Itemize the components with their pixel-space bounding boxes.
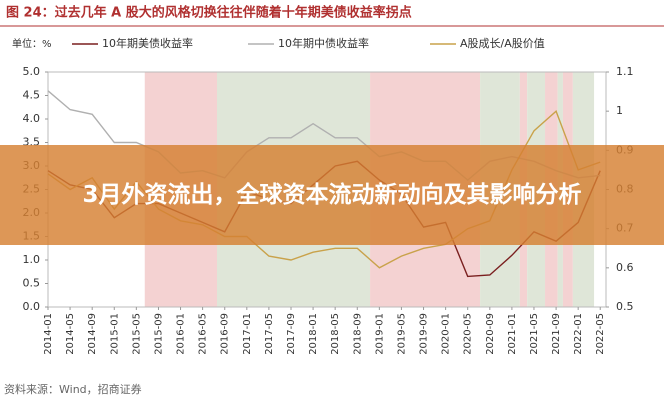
x-tick-label: 2014-01 — [43, 313, 54, 355]
y-tick-label: 1.0 — [23, 253, 41, 266]
y2-tick-label: 1 — [616, 104, 623, 117]
legend-label: A股成长/A股价值 — [460, 37, 545, 50]
x-tick-label: 2020-01 — [441, 313, 452, 355]
x-tick-label: 2021-01 — [507, 313, 518, 355]
x-tick-label: 2019-05 — [396, 313, 407, 355]
x-tick-label: 2017-01 — [242, 313, 253, 355]
x-tick-label: 2018-01 — [308, 313, 319, 355]
x-tick-label: 2014-09 — [87, 313, 98, 355]
x-tick-label: 2020-09 — [485, 313, 496, 355]
banner-title: 3月外资流出，全球资本流动新动向及其影响分析 — [82, 181, 582, 208]
x-tick-label: 2016-05 — [198, 313, 209, 355]
banner: 3月外资流出，全球资本流动新动向及其影响分析 — [0, 145, 664, 245]
chart-title: 图 24：过去几年 A 股大的风格切换往往伴随着十年期美债收益率拐点 — [6, 5, 412, 21]
source-note: 资料来源：Wind，招商证券 — [4, 382, 142, 396]
x-tick-label: 2019-01 — [374, 313, 385, 355]
x-tick-label: 2015-05 — [131, 313, 142, 355]
y-tick-label: 5.0 — [23, 65, 41, 78]
x-tick-label: 2017-09 — [286, 313, 297, 355]
legend-label: 10年期中债收益率 — [278, 36, 369, 50]
y2-tick-label: 1.1 — [616, 65, 634, 78]
x-tick-label: 2018-05 — [330, 313, 341, 355]
x-tick-label: 2015-01 — [109, 313, 120, 355]
y-tick-label: 4.0 — [23, 112, 41, 125]
x-tick-label: 2022-05 — [595, 313, 606, 355]
legend-label: 10年期美债收益率 — [102, 36, 193, 50]
x-tick-label: 2014-05 — [65, 313, 76, 355]
x-tick-label: 2021-09 — [551, 313, 562, 355]
x-tick-label: 2015-09 — [153, 313, 164, 355]
x-tick-label: 2019-09 — [419, 313, 430, 355]
y-tick-label: 4.5 — [23, 89, 41, 102]
x-tick-label: 2022-01 — [573, 313, 584, 355]
x-tick-label: 2016-09 — [220, 313, 231, 355]
x-tick-label: 2020-05 — [463, 313, 474, 355]
y-tick-label: 0.5 — [23, 277, 41, 290]
x-tick-label: 2017-05 — [264, 313, 275, 355]
x-tick-label: 2016-01 — [176, 313, 187, 355]
y2-tick-label: 0.6 — [616, 261, 634, 274]
x-tick-label: 2018-09 — [352, 313, 363, 355]
x-tick-label: 2021-05 — [529, 313, 540, 355]
y-axis-unit: 单位：% — [12, 37, 52, 50]
y2-tick-label: 0.5 — [616, 300, 634, 313]
y-tick-label: 0.0 — [23, 300, 41, 313]
